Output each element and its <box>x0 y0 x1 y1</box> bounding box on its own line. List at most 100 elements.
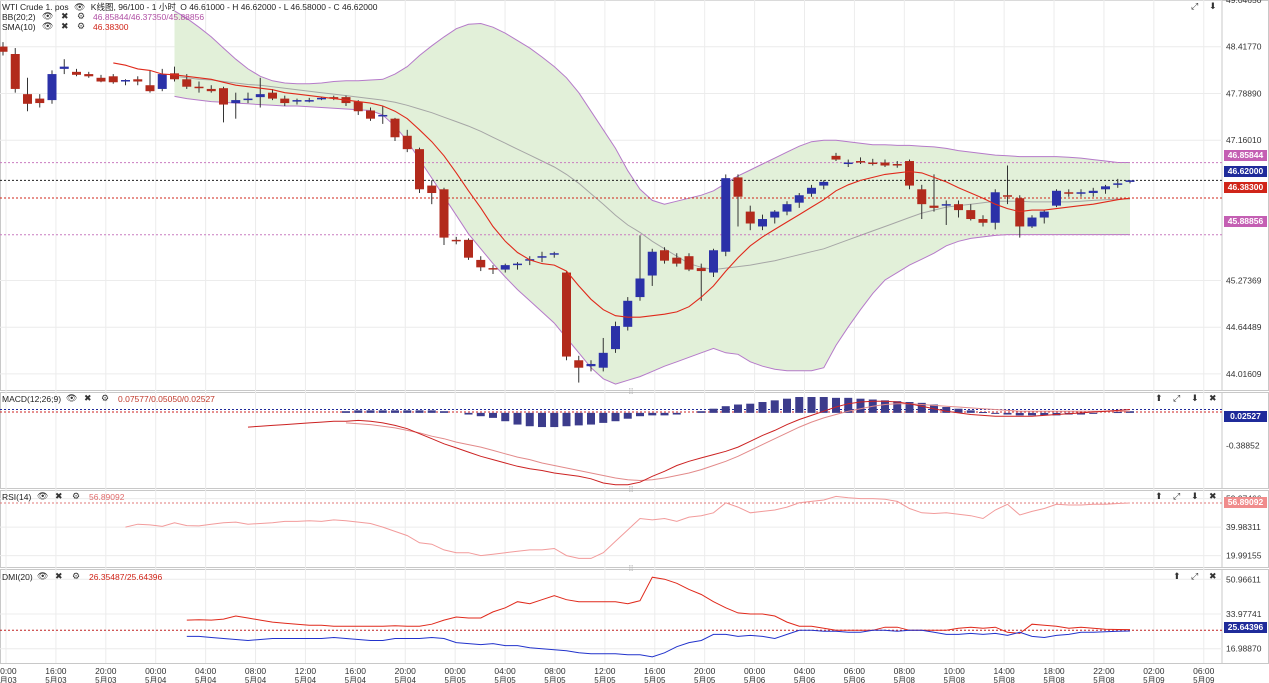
expand-icon[interactable]: ⤢ <box>1173 492 1181 502</box>
candle-body <box>170 73 179 80</box>
close-icon[interactable]: ✖ <box>55 492 63 502</box>
macd-histogram-bar <box>856 398 865 413</box>
gear-icon[interactable]: ⚙ <box>72 572 81 582</box>
macd-values: 0.07577/0.05050/0.02527 <box>118 394 215 404</box>
close-icon[interactable]: ✖ <box>1209 394 1217 404</box>
macd-histogram-bar <box>378 410 387 413</box>
gear-icon[interactable]: ⚙ <box>77 12 86 22</box>
candle-body <box>439 189 449 238</box>
candle-body <box>464 239 473 258</box>
candle-body <box>451 239 461 242</box>
macd-histogram-bar <box>795 397 804 413</box>
candle-body <box>782 204 792 212</box>
arrow-up-icon[interactable]: ⬆ <box>1155 492 1163 502</box>
close-icon[interactable]: ✖ <box>1209 492 1217 502</box>
x-axis-time-label: 12:00 <box>594 666 616 676</box>
candle-body <box>292 100 302 102</box>
candle-body <box>84 74 94 77</box>
gear-icon[interactable]: ⚙ <box>101 394 110 404</box>
candle-body <box>598 352 608 368</box>
macd-histogram-bar <box>942 407 951 413</box>
arrow-down-icon[interactable]: ⬇ <box>1191 394 1199 404</box>
candle-body <box>929 205 939 208</box>
arrow-down-icon[interactable]: ⬇ <box>1209 2 1217 12</box>
x-axis-time-label: 22:00 <box>1093 666 1115 676</box>
macd-histogram-bar <box>587 412 595 425</box>
panel-splitter-handle: ⁞⁞ <box>629 387 633 396</box>
bollinger-upper-line <box>174 10 1130 205</box>
expand-icon[interactable]: ⤢ <box>1191 572 1199 582</box>
gear-icon[interactable]: ⚙ <box>77 22 86 32</box>
arrow-down-icon[interactable]: ⬇ <box>1191 492 1199 502</box>
eye-icon[interactable]: 👁 <box>37 572 49 582</box>
main-axis-tick-label: 47.78890 <box>1226 88 1262 98</box>
close-icon[interactable]: ✖ <box>55 572 63 582</box>
sma-value: 46.38300 <box>93 22 129 32</box>
x-axis-time-label: 00:00 <box>0 666 17 676</box>
candle-body <box>954 204 963 211</box>
dmi-axis-tick-label: 50.96611 <box>1226 574 1261 584</box>
macd-histogram-bar <box>893 401 902 413</box>
x-axis-time-label: 00:00 <box>145 666 167 676</box>
dmi-plus-line <box>186 576 1131 634</box>
macd-tag: 0.02527 <box>1224 411 1267 422</box>
x-axis-date-label: 5月03 <box>45 676 67 683</box>
close-icon[interactable]: ✖ <box>61 22 69 32</box>
candle-body <box>770 211 780 218</box>
macd-histogram-bar <box>844 397 853 413</box>
candle-body <box>72 71 81 75</box>
candle-body <box>121 80 130 82</box>
x-axis-date-label: 5月08 <box>944 676 966 683</box>
eye-icon[interactable]: 👁 <box>73 3 86 13</box>
candle-body <box>182 79 192 87</box>
rsi-axis-tick-label: 19.99155 <box>1226 551 1262 561</box>
candle-body <box>390 118 400 138</box>
close-icon[interactable]: ✖ <box>84 394 92 404</box>
candle-body <box>23 94 32 104</box>
x-axis-date-label: 5月03 <box>0 676 17 683</box>
candle-body <box>562 272 571 357</box>
candle-body <box>108 76 118 83</box>
candle-body <box>1101 186 1110 190</box>
candle-body <box>794 195 804 203</box>
candle-body <box>488 268 498 270</box>
x-axis-time-label: 20:00 <box>395 666 417 676</box>
candle-body <box>219 88 228 105</box>
ohlc-label: O 46.61000 - H 46.62000 - L 46.58000 - C… <box>180 2 378 12</box>
expand-icon[interactable]: ⤢ <box>1191 2 1199 12</box>
expand-icon[interactable]: ⤢ <box>1173 394 1181 404</box>
rsi-tag: 56.89092 <box>1224 497 1267 508</box>
main-axis-tick-label: 49.04650 <box>1226 0 1262 5</box>
gear-icon[interactable]: ⚙ <box>72 492 81 502</box>
close-icon[interactable]: ✖ <box>61 12 69 22</box>
eye-icon[interactable]: 👁 <box>66 394 78 404</box>
arrow-up-icon[interactable]: ⬆ <box>1155 394 1163 404</box>
macd-histogram-bar <box>1113 412 1122 414</box>
macd-histogram-bar <box>550 412 559 428</box>
x-axis-date-label: 5月04 <box>345 676 367 683</box>
x-axis-time-label: 08:00 <box>544 666 566 676</box>
bb-legend: BB(20;2) <box>2 12 36 22</box>
eye-icon[interactable]: 👁 <box>42 22 54 32</box>
x-axis-time-label: 08:00 <box>245 666 267 676</box>
candle-body <box>843 162 853 165</box>
rsi-line <box>125 495 1131 559</box>
macd-histogram-bar <box>697 411 706 413</box>
rsi-axis-tick-label: 39.98311 <box>1226 522 1261 532</box>
macd-line <box>247 400 1131 486</box>
x-axis-date-label: 5月04 <box>395 676 417 683</box>
close-icon[interactable]: ✖ <box>1209 572 1217 582</box>
x-axis-time-label: 10:00 <box>944 666 966 676</box>
eye-icon[interactable]: 👁 <box>42 12 54 22</box>
macd-histogram-bar <box>1089 412 1098 414</box>
eye-icon[interactable]: 👁 <box>37 492 49 502</box>
x-axis-time-label: 00:00 <box>744 666 766 676</box>
candle-body <box>549 253 559 255</box>
candle-body <box>1039 211 1049 218</box>
candle-body <box>1113 183 1123 185</box>
macd-histogram-bar <box>636 412 644 417</box>
x-axis-date-label: 5月08 <box>1093 676 1115 683</box>
rsi-value: 56.89092 <box>89 492 125 502</box>
arrow-up-icon[interactable]: ⬆ <box>1173 572 1181 582</box>
